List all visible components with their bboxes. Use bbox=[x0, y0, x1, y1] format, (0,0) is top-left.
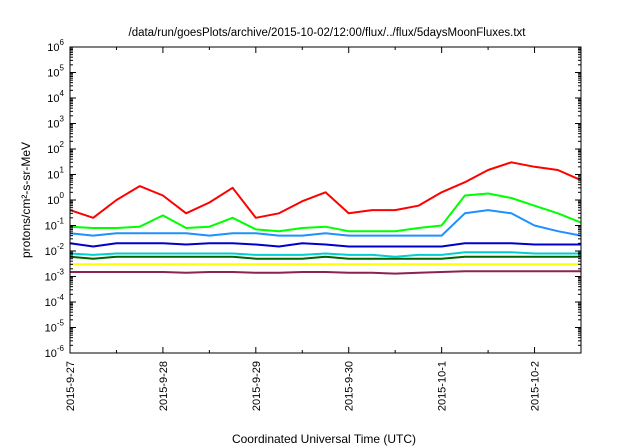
x-tick-label: 2015-9-28 bbox=[158, 361, 170, 411]
y-tick-label: 106 bbox=[47, 38, 64, 54]
y-tick-exponent: -4 bbox=[57, 293, 65, 302]
y-axis: 10-610-510-410-310-210-11001011021031041… bbox=[45, 38, 581, 360]
y-tick-exponent: 6 bbox=[60, 38, 65, 47]
y-tick-base: 10 bbox=[45, 246, 57, 258]
y-tick-label: 10-3 bbox=[45, 268, 65, 284]
y-tick-label: 101 bbox=[47, 166, 64, 182]
y-tick-base: 10 bbox=[47, 68, 59, 80]
y-tick-label: 104 bbox=[47, 89, 64, 105]
y-tick-base: 10 bbox=[45, 297, 57, 309]
y-tick-exponent: -6 bbox=[57, 344, 65, 353]
y-tick-exponent: 3 bbox=[60, 115, 65, 124]
x-tick-label: 2015-9-29 bbox=[251, 361, 263, 411]
y-tick-label: 102 bbox=[47, 140, 64, 156]
x-axis: 2015-9-27 2015-9-28 2015-9-29 2015-9-30 2015… bbox=[65, 47, 542, 411]
y-tick-base: 10 bbox=[47, 119, 59, 131]
y-tick-exponent: -5 bbox=[57, 319, 65, 328]
y-tick-exponent: 1 bbox=[60, 166, 65, 175]
y-axis-label: protons/cm²-s-sr-MeV bbox=[19, 142, 33, 258]
y-tick-base: 10 bbox=[47, 195, 59, 207]
y-tick-exponent: -3 bbox=[57, 268, 65, 277]
y-tick-label: 105 bbox=[47, 64, 64, 80]
chart-title: /data/run/goesPlots/archive/2015-10-02/1… bbox=[129, 27, 527, 39]
y-tick-label: 100 bbox=[47, 191, 64, 207]
y-tick-base: 10 bbox=[45, 348, 57, 360]
series-line bbox=[69, 192, 582, 233]
plot-area bbox=[69, 161, 582, 275]
y-tick-exponent: 4 bbox=[60, 89, 65, 98]
series-line bbox=[69, 242, 581, 248]
x-tick-label: 2015-9-30 bbox=[344, 361, 356, 411]
y-tick-base: 10 bbox=[47, 42, 59, 54]
y-tick-label: 10-4 bbox=[45, 293, 65, 309]
series-line bbox=[69, 161, 582, 219]
x-tick-label: 2015-10-2 bbox=[530, 361, 542, 411]
y-tick-exponent: 2 bbox=[60, 140, 65, 149]
series-line bbox=[69, 255, 581, 260]
y-tick-base: 10 bbox=[45, 272, 57, 284]
y-tick-base: 10 bbox=[47, 170, 59, 182]
y-tick-base: 10 bbox=[45, 323, 57, 335]
y-tick-exponent: 0 bbox=[60, 191, 65, 200]
y-tick-label: 10-1 bbox=[45, 217, 65, 233]
x-tick-label: 2015-9-27 bbox=[65, 361, 77, 411]
y-tick-exponent: -1 bbox=[57, 217, 65, 226]
y-tick-label: 10-6 bbox=[45, 344, 65, 360]
y-tick-base: 10 bbox=[47, 144, 59, 156]
y-tick-exponent: -2 bbox=[57, 242, 65, 251]
y-tick-label: 10-5 bbox=[45, 319, 65, 335]
y-tick-base: 10 bbox=[45, 221, 57, 233]
series-line bbox=[69, 209, 582, 237]
plot-frame bbox=[69, 46, 582, 354]
y-tick-label: 103 bbox=[47, 115, 64, 131]
x-axis-label: Coordinated Universal Time (UTC) bbox=[232, 432, 416, 446]
y-tick-exponent: 5 bbox=[60, 64, 65, 73]
series-line bbox=[69, 251, 581, 258]
y-tick-base: 10 bbox=[47, 93, 59, 105]
x-tick-label: 2015-10-1 bbox=[437, 361, 449, 411]
y-tick-label: 10-2 bbox=[45, 242, 65, 258]
series-line bbox=[70, 270, 581, 275]
